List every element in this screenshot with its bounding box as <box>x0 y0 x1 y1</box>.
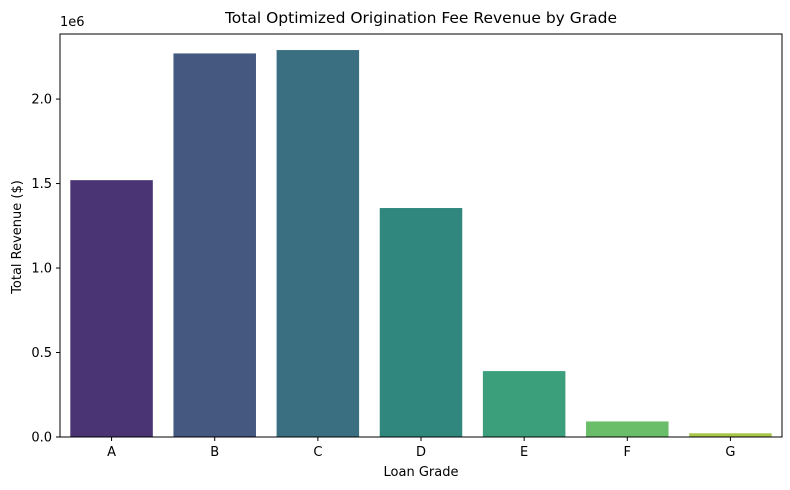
x-axis-label: Loan Grade <box>384 465 459 480</box>
y-tick-label: 1.5 <box>31 177 52 192</box>
chart-title: Total Optimized Origination Fee Revenue … <box>224 9 617 27</box>
x-tick-label: F <box>624 445 631 460</box>
x-tick-label: D <box>416 445 426 460</box>
bar-g <box>689 433 772 437</box>
y-tick-label: 0.5 <box>31 346 52 361</box>
x-tick-label: E <box>520 445 528 460</box>
bar-b <box>173 53 256 438</box>
x-tick-label: B <box>210 445 219 460</box>
bar-f <box>586 421 669 437</box>
y-axis-offset-label: 1e6 <box>60 15 85 30</box>
x-tick-label: C <box>313 445 322 460</box>
bar-a <box>70 180 153 437</box>
bar-e <box>482 371 566 437</box>
x-tick-label: G <box>725 445 735 460</box>
bar-d <box>379 208 463 437</box>
y-axis-label: Total Revenue ($) <box>10 180 25 295</box>
y-tick-label: 2.0 <box>31 93 52 108</box>
y-tick-label: 1.0 <box>31 262 52 277</box>
x-tick-label: A <box>107 445 116 460</box>
y-tick-label: 0.0 <box>31 431 52 446</box>
bar-c <box>276 50 360 438</box>
